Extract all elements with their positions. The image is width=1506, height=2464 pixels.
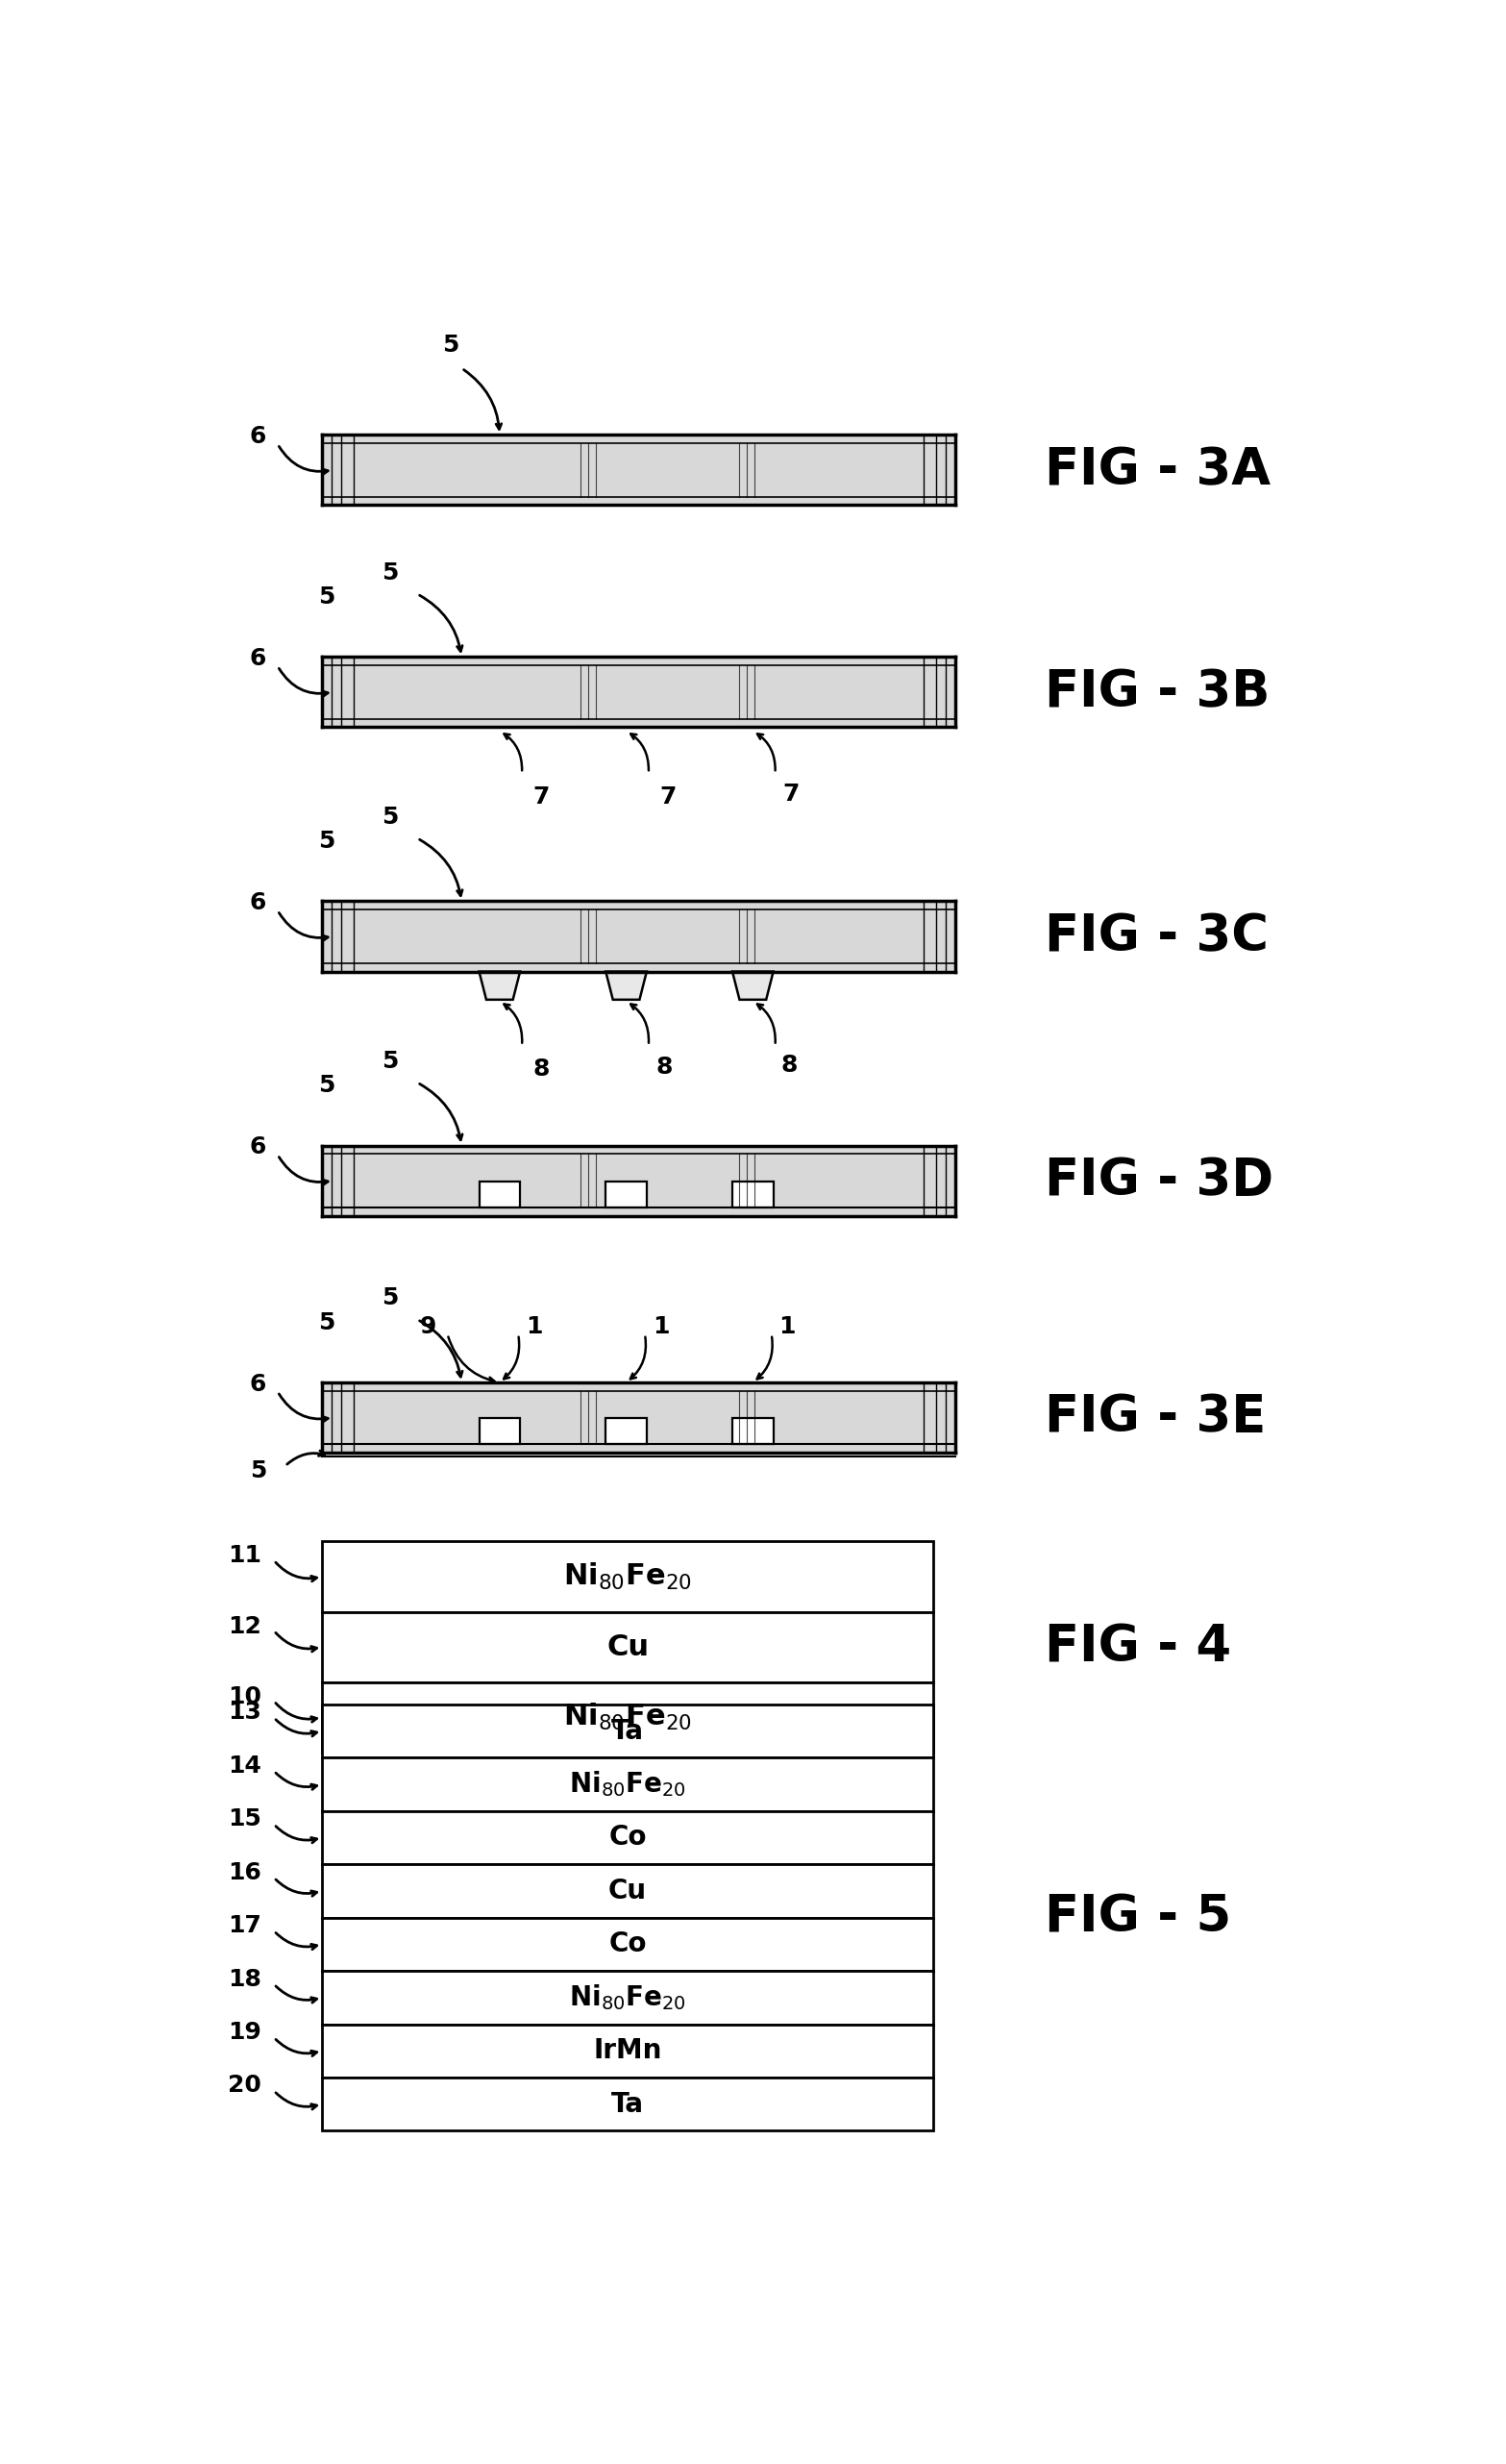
Text: 1: 1 [526,1316,542,1338]
Text: 5: 5 [443,335,459,357]
Bar [322,1382,955,1454]
Text: 5: 5 [318,586,334,609]
Bar [322,658,955,727]
Text: Ni$_{80}$Fe$_{20}$: Ni$_{80}$Fe$_{20}$ [563,1703,691,1732]
Text: 6: 6 [250,426,267,448]
Bar [479,1419,520,1444]
Text: Co: Co [608,1932,646,1959]
Text: 11: 11 [227,1545,261,1567]
Text: Ni$_{80}$Fe$_{20}$: Ni$_{80}$Fe$_{20}$ [569,1769,687,1799]
Text: 5: 5 [318,830,334,853]
Text: Cu: Cu [607,1634,649,1661]
Bar [322,2077,934,2131]
Text: FIG - 3B: FIG - 3B [1045,668,1270,717]
Polygon shape [479,971,520,1000]
Text: FIG - 3C: FIG - 3C [1045,912,1268,961]
Bar [322,1705,934,1757]
Text: 7: 7 [660,786,676,808]
Bar [322,1865,934,1917]
Bar [732,1419,773,1444]
Bar [732,1180,773,1207]
Text: 6: 6 [250,892,267,914]
Bar [322,1611,934,1683]
Bar [322,1971,934,2025]
Text: 7: 7 [783,784,800,806]
Bar [322,1683,934,1752]
Bar [605,1419,646,1444]
Bar [322,1917,934,1971]
Bar [322,1542,934,1611]
Text: 5: 5 [318,1311,334,1335]
Polygon shape [605,971,646,1000]
Text: 5: 5 [381,562,398,584]
Polygon shape [732,971,773,1000]
Bar [322,2025,934,2077]
Text: 8: 8 [533,1057,550,1082]
Text: Co: Co [608,1823,646,1850]
Text: 8: 8 [782,1055,798,1077]
Bar [322,434,955,505]
Text: 8: 8 [657,1055,673,1079]
Bar [322,1757,934,1811]
Text: 19: 19 [227,2020,261,2043]
Text: 12: 12 [227,1614,261,1639]
Text: 5: 5 [381,806,398,828]
Text: Ta: Ta [611,1717,645,1745]
Text: 6: 6 [250,648,267,670]
Text: 7: 7 [533,786,550,808]
Text: 5: 5 [381,1050,398,1072]
Text: 6: 6 [250,1372,267,1395]
Text: 5: 5 [318,1074,334,1096]
Bar [322,902,955,971]
Text: 18: 18 [227,1966,261,1991]
Text: 1: 1 [779,1316,795,1338]
Text: FIG - 5: FIG - 5 [1045,1892,1232,1942]
Text: FIG - 3E: FIG - 3E [1045,1392,1267,1441]
Text: 6: 6 [250,1136,267,1158]
Text: 14: 14 [227,1754,261,1777]
Bar [322,1146,955,1215]
Text: Cu: Cu [608,1878,648,1905]
Text: Ta: Ta [611,2089,645,2117]
Text: Ni$_{80}$Fe$_{20}$: Ni$_{80}$Fe$_{20}$ [563,1562,691,1592]
Text: 17: 17 [227,1915,261,1937]
Text: Ni$_{80}$Fe$_{20}$: Ni$_{80}$Fe$_{20}$ [569,1984,687,2013]
Bar [322,1811,934,1865]
Text: 15: 15 [227,1809,261,1831]
Text: 9: 9 [420,1316,437,1338]
Text: 13: 13 [227,1700,261,1725]
Text: FIG - 3A: FIG - 3A [1045,446,1271,495]
Text: FIG - 3D: FIG - 3D [1045,1156,1274,1205]
Text: 16: 16 [227,1860,261,1885]
Text: 1: 1 [652,1316,669,1338]
Text: 5: 5 [381,1286,398,1311]
Text: 10: 10 [227,1685,261,1708]
Bar [479,1180,520,1207]
Text: FIG - 4: FIG - 4 [1045,1621,1232,1673]
Text: 20: 20 [227,2075,261,2097]
Bar [605,1180,646,1207]
Text: IrMn: IrMn [593,2038,663,2065]
Text: 5: 5 [250,1459,267,1483]
